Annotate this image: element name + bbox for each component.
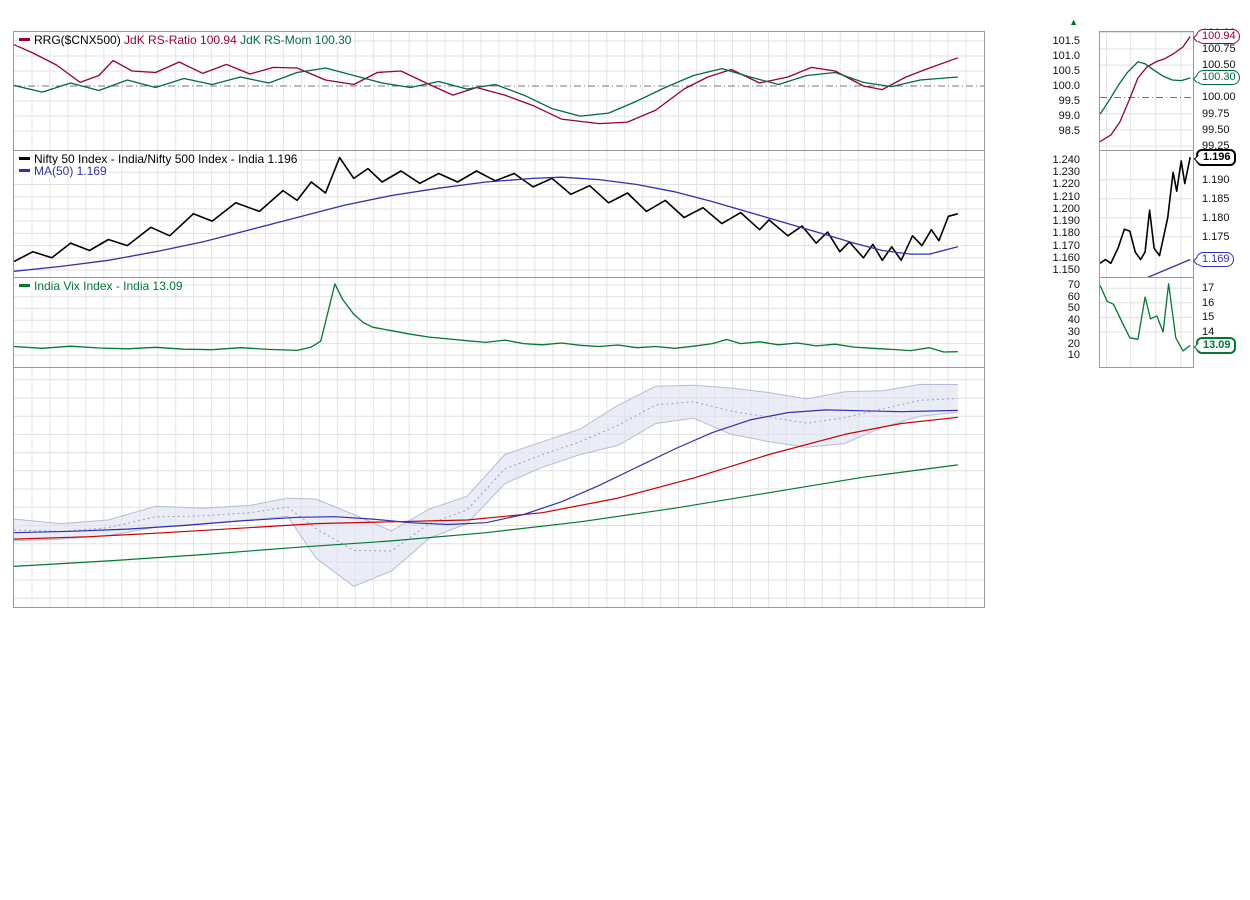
y-axis-label: 14 — [1202, 326, 1215, 338]
legend-ratio-line2: MA(50) 1.169 — [17, 165, 109, 177]
y-axis-label: 1.240 — [1052, 154, 1080, 166]
legend-text: MA(50) 1.169 — [34, 164, 107, 178]
panel-price — [13, 367, 985, 608]
y-axis-label: 50 — [1067, 302, 1080, 314]
y-axis-label: 99.50 — [1202, 124, 1230, 136]
legend-text: India Vix Index - India 13.09 — [34, 279, 183, 293]
y-axis-label: 10 — [1067, 349, 1080, 361]
y-axis-label: 60 — [1067, 291, 1080, 303]
legend-swatch — [19, 169, 30, 173]
panel-ratio — [13, 150, 985, 278]
y-axis-label: 99.0 — [1058, 110, 1080, 122]
y-axis-label: 1.200 — [1052, 203, 1080, 215]
legend-ratio-line1: Nifty 50 Index - India/Nifty 500 Index -… — [17, 152, 300, 166]
y-axis-label: 1.150 — [1052, 264, 1080, 276]
y-axis-label: 1.170 — [1052, 240, 1080, 252]
value-callout: 1.169 — [1196, 252, 1234, 267]
ohlc-quote: ▲ — [1029, 17, 1078, 29]
legend-text: Nifty 50 Index - India/Nifty 500 Index -… — [34, 152, 298, 166]
y-axis-label: 1.185 — [1202, 193, 1230, 205]
y-axis-label: 101.0 — [1052, 50, 1080, 62]
y-axis-label: 70 — [1067, 279, 1080, 291]
y-axis-label: 1.210 — [1052, 191, 1080, 203]
y-axis-label: 1.190 — [1202, 174, 1230, 186]
y-axis-label: 99.5 — [1058, 95, 1080, 107]
value-callout: 100.30 — [1196, 70, 1240, 85]
y-axis-label: 100.50 — [1202, 59, 1236, 71]
y-axis-label: 1.230 — [1052, 166, 1080, 178]
legend-vix-line1: India Vix Index - India 13.09 — [17, 280, 185, 292]
y-axis-label: 100.0 — [1052, 80, 1080, 92]
y-axis-label: 100.75 — [1202, 43, 1236, 55]
y-axis-label: 100.00 — [1202, 91, 1236, 103]
y-axis-label: 1.180 — [1052, 227, 1080, 239]
mini-panel-ratio — [1099, 150, 1194, 278]
y-axis-label: 15 — [1202, 311, 1215, 323]
value-callout: 100.94 — [1196, 29, 1240, 44]
legend-text: JdK RS-Mom 100.30 — [240, 33, 352, 47]
y-axis-label: 20 — [1067, 338, 1080, 350]
y-axis-label: 98.5 — [1058, 125, 1080, 137]
legend-swatch — [19, 157, 30, 161]
y-axis-label: 30 — [1067, 326, 1080, 338]
legend-swatch — [19, 38, 30, 42]
y-axis-label: 100.5 — [1052, 65, 1080, 77]
panel-rrg — [13, 31, 985, 151]
y-axis-label: 40 — [1067, 314, 1080, 326]
y-axis-label: 1.190 — [1052, 215, 1080, 227]
legend-text: RRG($CNX500) — [34, 33, 125, 47]
y-axis-label: 1.175 — [1202, 231, 1230, 243]
legend-rrg-line1: RRG($CNX500) JdK RS-Ratio 100.94 JdK RS-… — [17, 33, 354, 47]
up-arrow-icon: ▲ — [1069, 17, 1078, 27]
y-axis-label: 1.160 — [1052, 252, 1080, 264]
y-axis-label: 16 — [1202, 297, 1215, 309]
y-axis-label: 1.220 — [1052, 178, 1080, 190]
value-callout: 1.196 — [1196, 149, 1236, 166]
value-callout: 13.09 — [1196, 337, 1236, 354]
legend-swatch — [19, 284, 30, 288]
panel-vix — [13, 277, 985, 368]
y-axis-label: 17 — [1202, 282, 1215, 294]
mini-panel-vix — [1099, 277, 1194, 368]
legend-text: JdK RS-Ratio 100.94 — [124, 33, 241, 47]
y-axis-label: 1.180 — [1202, 212, 1230, 224]
y-axis-label: 101.5 — [1052, 35, 1080, 47]
y-axis-label: 99.75 — [1202, 108, 1230, 120]
mini-panel-rrg — [1099, 31, 1194, 151]
